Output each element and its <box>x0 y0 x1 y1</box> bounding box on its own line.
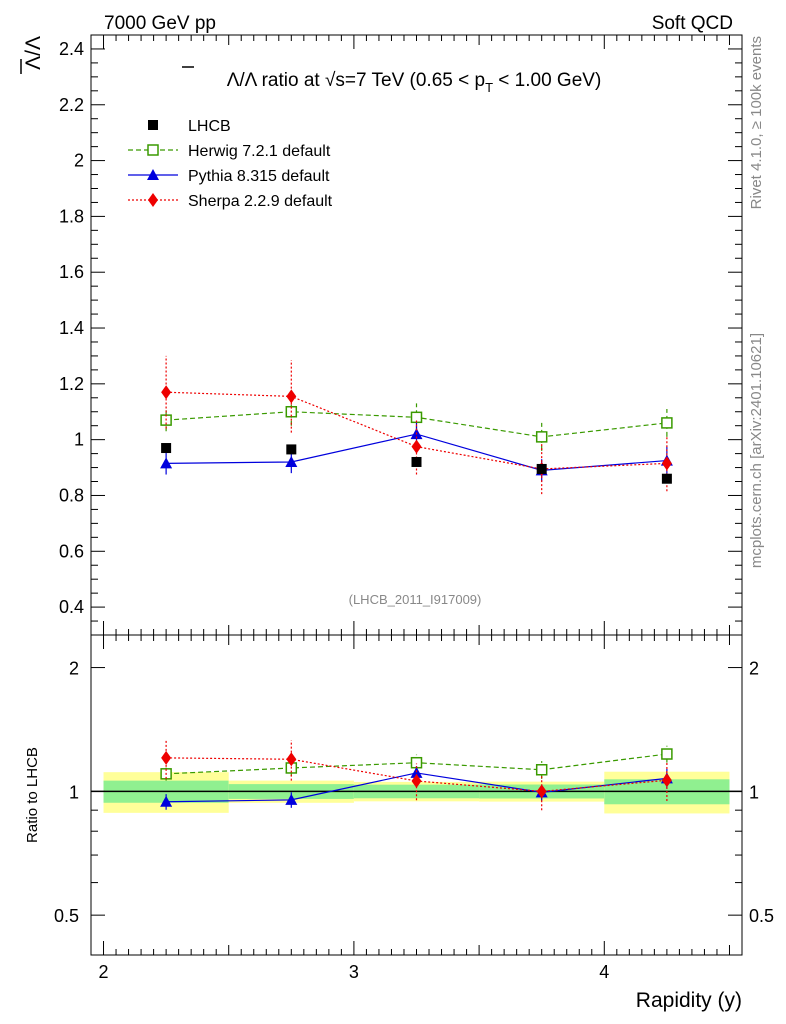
lhcb-point <box>661 473 672 484</box>
mcplots-label: mcplots.cern.ch [arXiv:2401.10621] <box>748 333 765 568</box>
title-pre: Λ/Λ ratio at <box>227 70 325 91</box>
sherpa-ratio-point <box>286 752 297 767</box>
legend: LHCB Herwig 7.2.1 default Pythia 8.315 def… <box>128 118 333 210</box>
ratio-panel: 2 3 4 0.5 0.5 1 1 2 2 <box>54 634 774 982</box>
herwig-point <box>661 417 673 429</box>
sherpa-point <box>161 385 172 400</box>
y-tick-label: 1 <box>74 430 84 450</box>
main-panel: 0.4 0.6 0.8 1 1.2 1.4 1.6 1.8 2 2.2 2.4 <box>59 34 743 636</box>
title-s: s=7 TeV (0.65 < p <box>335 70 485 91</box>
y-tick-label: 1.6 <box>59 262 84 282</box>
sherpa-point <box>661 456 672 471</box>
ratio-y-tick-label: 0.5 <box>54 906 79 926</box>
ratio-data-marks <box>160 739 673 811</box>
rivet-label: Rivet 4.1.0, ≥ 100k events <box>748 36 765 209</box>
sherpa-ratio-point <box>536 784 547 799</box>
ratio-y-tick-label: 1 <box>69 782 79 802</box>
sherpa-ratio-point <box>661 773 672 788</box>
lhcb-point <box>161 443 172 454</box>
legend-label-pythia: Pythia 8.315 default <box>188 168 330 185</box>
y-axis-label: Λ/Λ <box>22 36 45 70</box>
title-sqrt: √ <box>325 70 336 91</box>
y-tick-label: 1.4 <box>59 318 84 338</box>
ratio-y-axis-label: Ratio to LHCB <box>24 747 41 843</box>
main-axes: 0.4 0.6 0.8 1 1.2 1.4 1.6 1.8 2 2.2 2.4 <box>59 34 743 636</box>
pythia-ratio-point <box>285 793 298 805</box>
sherpa-point <box>411 439 422 454</box>
legend-marker-sherpa <box>148 193 158 207</box>
herwig-ratio-point <box>661 748 673 760</box>
sherpa-ratio-point <box>411 773 422 788</box>
legend-marker-herwig <box>147 144 159 156</box>
pythia-point <box>285 455 298 467</box>
sherpa-ratio-point <box>161 750 172 765</box>
x-tick-label: 3 <box>349 962 359 982</box>
y-tick-label: 0.8 <box>59 485 84 505</box>
y-tick-label: 0.4 <box>59 597 84 617</box>
herwig-ratio-point <box>535 764 548 776</box>
y-tick-label: 1.2 <box>59 374 84 394</box>
lhcb-point <box>411 456 422 467</box>
x-axis-label: Rapidity (y) <box>636 989 742 1012</box>
lhcb-point <box>536 463 547 474</box>
legend-label-lhcb: LHCB <box>188 118 231 135</box>
legend-label-sherpa: Sherpa 2.2.9 default <box>188 193 333 210</box>
lhcb-point <box>286 444 297 455</box>
legend-marker-lhcb <box>148 120 158 130</box>
herwig-point <box>535 431 548 443</box>
title-post: < 1.00 GeV) <box>493 70 601 91</box>
y-tick-label: 2.4 <box>59 39 84 59</box>
y-tick-label: 1.8 <box>59 206 84 226</box>
ratio-y-tick-label: 0.5 <box>749 906 774 926</box>
sherpa-point <box>286 389 297 404</box>
y-tick-label: 2.2 <box>59 95 84 115</box>
pythia-ratio-point <box>410 766 423 778</box>
y-tick-label: 2 <box>74 151 84 171</box>
ratio-y-tick-label: 1 <box>749 782 759 802</box>
pythia-point <box>160 457 173 469</box>
chart-title: Λ/Λ ratio at √s=7 TeV (0.65 < pT < 1.00 … <box>227 70 602 95</box>
pythia-ratio-point <box>160 795 173 807</box>
x-tick-label: 4 <box>599 962 609 982</box>
y-tick-label: 0.6 <box>59 541 84 561</box>
ratio-y-tick-label: 2 <box>749 659 759 679</box>
header-right: Soft QCD <box>652 13 733 34</box>
x-tick-label: 2 <box>99 962 109 982</box>
legend-label-herwig: Herwig 7.2.1 default <box>188 143 331 160</box>
title-sub: T <box>485 80 493 95</box>
header-left: 7000 GeV pp <box>104 13 216 34</box>
ratio-axes: 2 3 4 0.5 0.5 1 1 2 2 <box>54 634 774 982</box>
main-data-marks <box>160 355 673 495</box>
legend-marker-pythia <box>147 169 159 180</box>
analysis-watermark: (LHCB_2011_I917009) <box>349 592 482 607</box>
ratio-y-tick-label: 2 <box>69 659 79 679</box>
